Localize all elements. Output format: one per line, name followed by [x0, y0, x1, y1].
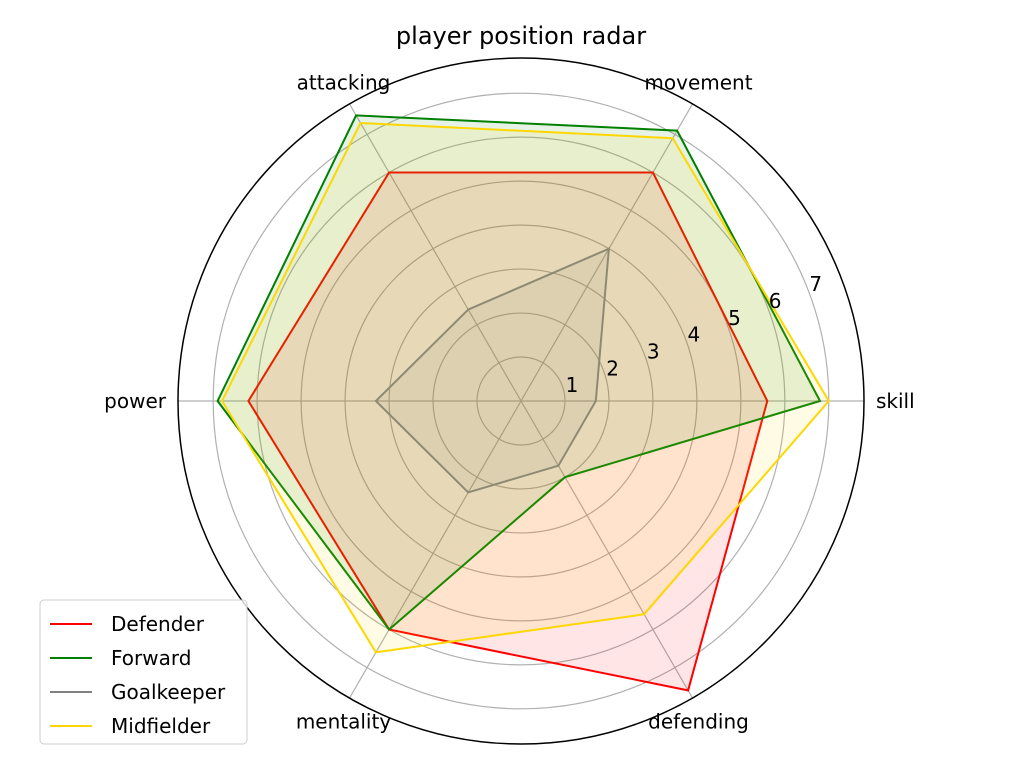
axis-label-attacking: attacking — [297, 71, 391, 95]
legend-box — [39, 599, 248, 745]
series-line-forward — [216, 114, 822, 631]
axis-label-mentality: mentality — [296, 709, 392, 733]
legend-label-goalkeeper: Goalkeeper — [111, 680, 226, 704]
series-line-midfielder — [220, 121, 831, 654]
tick-label-1: 1 — [566, 373, 579, 397]
tick-label-7: 7 — [809, 272, 822, 296]
series-line-goalkeeper — [374, 247, 611, 494]
labels-layer: skill movement attacking power mentality defe… — [104, 71, 915, 734]
series-fill-midfielder — [222, 123, 829, 653]
spoke-defending — [520, 400, 694, 699]
spoke-attacking — [348, 103, 522, 402]
tick-label-5: 5 — [728, 306, 741, 330]
axis-label-defending: defending — [648, 709, 749, 733]
series-fill-defender — [248, 172, 768, 691]
axis-label-movement: movement — [644, 71, 752, 95]
series-fill-forward — [217, 115, 821, 630]
series-fill-goalkeeper — [375, 248, 609, 493]
spoke-movement — [520, 103, 694, 402]
tick-label-6: 6 — [769, 289, 782, 313]
series-line-defender — [247, 171, 769, 692]
spoke-mentality — [348, 400, 522, 699]
tick-label-2: 2 — [606, 356, 619, 380]
legend-label-defender: Defender — [111, 612, 205, 636]
series-layer — [216, 114, 831, 692]
outer-frame — [177, 57, 865, 745]
legend-label-midfielder: Midfielder — [111, 714, 211, 738]
legend: Defender Forward Goalkeeper Midfielder — [39, 599, 248, 745]
chart-title: player position radar — [396, 22, 646, 50]
axis-label-skill: skill — [876, 389, 915, 413]
axis-label-power: power — [104, 389, 167, 413]
tick-label-3: 3 — [647, 340, 660, 364]
legend-label-forward: Forward — [111, 646, 191, 670]
tick-label-4: 4 — [688, 323, 701, 347]
